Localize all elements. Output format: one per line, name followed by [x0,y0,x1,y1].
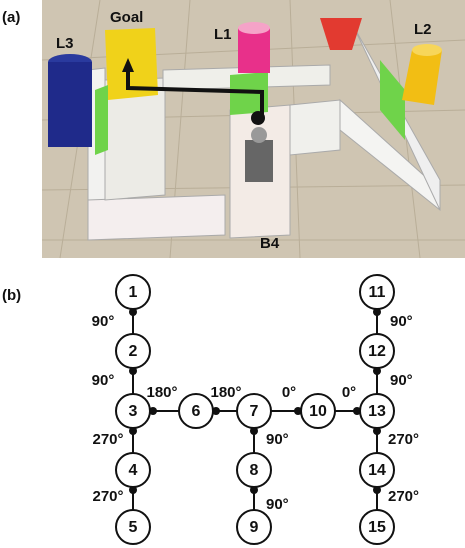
edge-label: 90° [92,313,115,330]
node-label: 8 [250,462,259,479]
photo: (a) Goal L1 L2 L3 B4 [2,0,465,258]
edge-label: 0° [342,384,356,401]
annotation: L2 [414,21,432,38]
edge-label: 0° [282,384,296,401]
node-label: 10 [309,403,327,420]
node-label: 5 [129,519,138,536]
edge-label: 90° [390,313,413,330]
edge-label: 90° [390,372,413,389]
node-label: 4 [129,462,138,479]
node-label: 13 [368,403,386,420]
node-label: 6 [192,403,201,420]
edge-label: 180° [210,384,241,401]
edge-label: 90° [266,431,289,448]
annotation: Goal [110,9,143,26]
edge-label: 270° [388,488,419,505]
edge-label: 90° [266,496,289,513]
annotation: B4 [260,235,280,252]
node-label: 9 [250,519,259,536]
node-label: 2 [129,343,138,360]
panel-label: (a) [2,9,20,26]
panel-label: (b) [2,287,21,304]
edge-label: 270° [388,431,419,448]
edge-label: 180° [146,384,177,401]
node-label: 1 [129,284,138,301]
node-label: 11 [369,284,386,301]
node-label: 7 [250,403,259,420]
edge-label: 270° [92,431,123,448]
edge-label: 270° [92,488,123,505]
node-label: 15 [368,519,386,536]
node-label: 12 [368,343,386,360]
node-label: 3 [129,403,138,420]
annotation: L1 [214,26,232,43]
node-label: 14 [368,462,386,479]
annotation: L3 [56,35,74,52]
graph: 90°90°270°270°180°180°0°0°90°90°90°90°27… [92,275,419,544]
figure: (a) Goal L1 L2 L3 B4 (b) 90°90°270°270°1… [0,0,465,548]
edge-label: 90° [92,372,115,389]
